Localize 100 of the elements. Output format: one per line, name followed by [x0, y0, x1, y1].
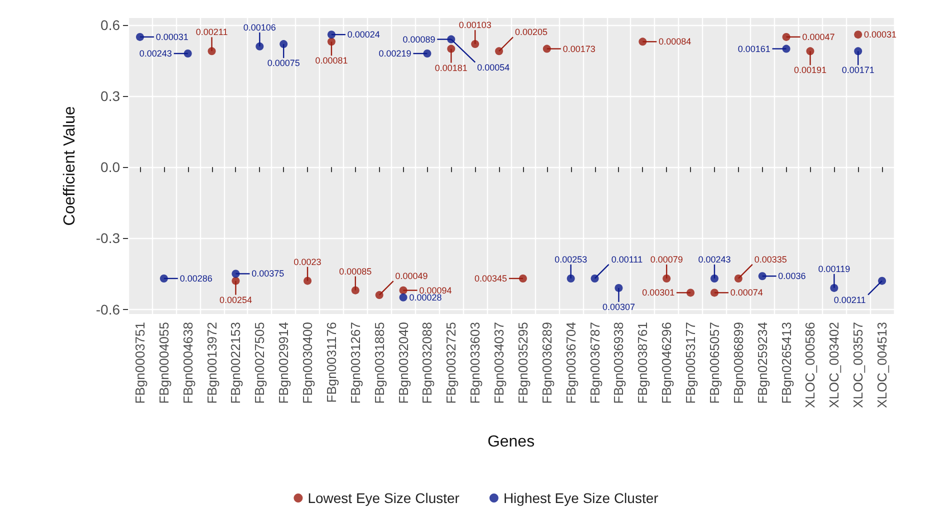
point [806, 47, 814, 56]
point [518, 274, 527, 282]
annotation: 0.00191 [794, 65, 826, 76]
legend-label: Highest Eye Size Cluster [503, 490, 659, 506]
annotation: 0.00181 [434, 62, 468, 73]
annotation: 0.00089 [402, 34, 436, 44]
annotation: 0.00047 [802, 32, 835, 42]
x-tick-label: XLOC_003402 [826, 322, 842, 408]
annotation: 0.00031 [156, 32, 188, 42]
annotation: 0.00211 [834, 294, 866, 305]
x-tick-label: FBgn0031176 [324, 322, 339, 403]
point [327, 30, 336, 39]
annotation: 0.00111 [611, 254, 643, 264]
x-tick-label: FBgn0034037 [492, 322, 507, 404]
point [782, 44, 790, 53]
point [256, 42, 264, 50]
annotation: 0.00173 [562, 44, 596, 54]
point [590, 274, 599, 282]
x-tick-label: FBgn0029914 [276, 322, 292, 404]
point [280, 40, 288, 48]
point [399, 293, 408, 302]
x-tick-label: FBgn0036938 [611, 322, 626, 404]
legend-label: Lowest Eye Size Cluster [308, 490, 460, 506]
point [232, 270, 240, 278]
x-tick-label: FBgn0031267 [348, 322, 363, 404]
y-tick-label: 0.0 [100, 159, 120, 176]
annotation: 0.00079 [650, 254, 683, 264]
point [136, 32, 144, 41]
annotation: 0.00301 [642, 288, 675, 298]
point [782, 32, 790, 41]
annotation: 0.00205 [514, 27, 548, 38]
annotation: 0.00031 [864, 30, 897, 40]
point [566, 274, 575, 282]
annotation: 0.00307 [602, 302, 635, 312]
point [327, 38, 336, 46]
point [304, 276, 312, 285]
y-tick-label: 0.3 [100, 88, 120, 104]
point [614, 284, 623, 292]
annotation: 0.00243 [698, 254, 731, 264]
point [830, 284, 838, 292]
annotation: 0.00119 [818, 264, 850, 274]
x-tick-label: FBgn0036787 [587, 322, 602, 404]
annotation: 0.00054 [477, 62, 510, 72]
x-tick-label: FBgn0036289 [539, 322, 554, 404]
point [423, 50, 432, 58]
annotation: 0.00253 [554, 254, 588, 264]
x-tick-label: FBgn0035295 [515, 322, 530, 404]
x-tick-label: FBgn0032088 [420, 322, 435, 404]
point [208, 47, 216, 56]
point [638, 38, 647, 46]
y-tick-label: -0.3 [96, 230, 120, 246]
x-tick-label: FBgn0259234 [754, 322, 770, 404]
point [542, 44, 551, 53]
point [184, 50, 192, 58]
point [734, 274, 742, 282]
annotation: 0.00085 [339, 266, 372, 276]
x-tick-label: FBgn0033603 [468, 322, 483, 404]
annotation: 0.00024 [347, 30, 380, 40]
x-tick-label: FBgn0031885 [372, 322, 387, 404]
x-tick-label: FBgn0053177 [683, 322, 698, 404]
point [758, 272, 766, 280]
annotation: 0.00075 [267, 58, 300, 68]
annotation: 0.0023 [294, 256, 322, 267]
annotation: 0.00081 [315, 56, 348, 66]
annotation: 0.00286 [180, 273, 212, 284]
x-tick-label: FBgn0003751 [132, 322, 148, 404]
annotation: 0.0036 [778, 271, 806, 282]
x-tick-label: XLOC_000586 [802, 322, 818, 408]
point [495, 47, 504, 56]
x-tick-label: FBgn0027505 [252, 322, 268, 404]
annotation: 0.00375 [252, 268, 284, 279]
annotation: 0.00103 [458, 20, 492, 30]
x-tick-label: FBgn0038761 [635, 322, 650, 404]
point [710, 274, 718, 282]
point [686, 288, 695, 297]
point [471, 40, 480, 48]
point [160, 274, 168, 282]
annotation: 0.00211 [196, 27, 228, 38]
annotation: 0.00074 [730, 288, 763, 298]
x-tick-label: XLOC_004513 [874, 322, 890, 408]
annotation: 0.00254 [219, 294, 252, 305]
y-axis-title: Coefficient Value [62, 106, 78, 226]
annotation: 0.00106 [243, 22, 276, 32]
y-tick-label: 0.6 [100, 17, 120, 34]
x-tick-label: FBgn0265413 [778, 322, 794, 404]
point [710, 288, 718, 297]
point [375, 291, 384, 300]
x-tick-label: FBgn0036704 [563, 322, 578, 404]
annotation: 0.00345 [474, 273, 508, 284]
annotation: 0.00171 [842, 65, 874, 76]
annotation: 0.00219 [378, 48, 412, 59]
point [399, 286, 408, 294]
point [351, 286, 360, 294]
point [447, 35, 456, 44]
x-tick-label: FBgn0013972 [204, 322, 220, 404]
x-tick-label: FBgn0004055 [156, 322, 172, 404]
annotation: 0.00049 [395, 271, 428, 282]
x-tick-label: FBgn0004638 [180, 322, 196, 404]
x-tick-label: FBgn0086899 [730, 322, 746, 404]
point [878, 276, 886, 285]
